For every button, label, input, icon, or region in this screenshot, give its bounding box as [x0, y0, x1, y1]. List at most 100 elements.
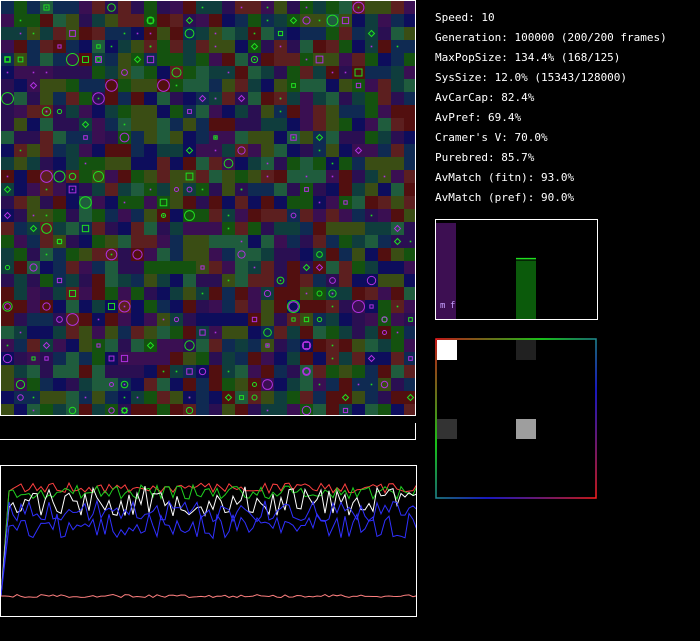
grid-cell [183, 352, 196, 365]
grid-cell [365, 404, 378, 415]
grid-cell [248, 222, 261, 235]
grid-cell [378, 378, 391, 391]
grid-cell [131, 157, 144, 170]
grid-cell [261, 235, 274, 248]
grid-cell [326, 118, 339, 131]
grid-cell [235, 365, 248, 378]
grid-cell [261, 27, 274, 40]
grid-cell [131, 378, 144, 391]
grid-cell [274, 235, 287, 248]
world-grid-canvas[interactable] [1, 1, 416, 416]
grid-cell [105, 222, 118, 235]
grid-cell [40, 53, 53, 66]
grid-cell [144, 131, 157, 144]
agent-dot [266, 162, 269, 165]
grid-cell [378, 53, 391, 66]
grid-cell [274, 365, 287, 378]
grid-cell [66, 92, 79, 105]
grid-cell [40, 313, 53, 326]
grid-cell [300, 326, 313, 339]
grid-cell [326, 79, 339, 92]
agent-dot [84, 396, 87, 399]
world-grid[interactable] [0, 0, 416, 416]
grid-cell [222, 27, 235, 40]
grid-cell [170, 183, 183, 196]
grid-cell [235, 209, 248, 222]
grid-cell [391, 365, 404, 378]
grid-cell [183, 14, 196, 27]
grid-cell [79, 365, 92, 378]
grid-cell [79, 222, 92, 235]
grid-cell [14, 105, 27, 118]
agent-dot [279, 97, 282, 100]
grid-cell [378, 105, 391, 118]
grid-cell [170, 144, 183, 157]
grid-cell [339, 404, 352, 415]
agent-square [82, 56, 89, 63]
agent-diamond [185, 146, 194, 155]
grid-cell [352, 131, 365, 144]
grid-cell [313, 209, 326, 222]
grid-cell [365, 131, 378, 144]
grid-cell [378, 1, 391, 14]
grid-cell [66, 14, 79, 27]
grid-cell [326, 404, 339, 415]
grid-cell [378, 183, 391, 196]
agent-circle [276, 276, 285, 285]
histogram-bar [436, 222, 456, 319]
grid-cell [300, 313, 313, 326]
agent-diamond [315, 133, 324, 142]
grid-cell [313, 92, 326, 105]
grid-cell [404, 274, 415, 287]
grid-cell [326, 53, 339, 66]
agent-circle [17, 394, 24, 401]
agent-diamond [406, 393, 415, 402]
grid-cell [170, 313, 183, 326]
grid-cell [14, 222, 27, 235]
agent-square [96, 57, 101, 62]
grid-cell [170, 300, 183, 313]
agent-circle [4, 303, 11, 310]
grid-cell [157, 27, 170, 40]
grid-cell [40, 170, 53, 183]
grid-cell [313, 183, 326, 196]
grid-cell [53, 378, 66, 391]
agent-diamond [146, 341, 155, 350]
grid-cell [92, 274, 105, 287]
grid-cell [131, 352, 144, 365]
grid-cell [352, 326, 365, 339]
grid-cell [66, 404, 79, 415]
grid-cell [105, 144, 118, 157]
grid-cell [248, 157, 261, 170]
grid-cell [157, 92, 170, 105]
matrix-cell [516, 340, 536, 360]
grid-cell [53, 196, 66, 209]
grid-cell [144, 222, 157, 235]
grid-cell [27, 196, 40, 209]
grid-cell [92, 326, 105, 339]
grid-cell [352, 339, 365, 352]
grid-cell [170, 53, 183, 66]
grid-cell [339, 157, 352, 170]
agent-circle [237, 250, 246, 259]
grid-cell [105, 287, 118, 300]
grid-cell [92, 118, 105, 131]
grid-cell [235, 131, 248, 144]
grid-cell [235, 105, 248, 118]
grid-cell [118, 1, 131, 14]
agent-square [31, 356, 36, 361]
grid-cell [53, 404, 66, 415]
grid-cell [92, 183, 105, 196]
agent-square [146, 55, 155, 64]
grid-cell [53, 365, 66, 378]
grid-cell [170, 157, 183, 170]
grid-cell [222, 404, 235, 415]
grid-cell [287, 261, 300, 274]
grid-cell [157, 118, 170, 131]
grid-cell [287, 79, 300, 92]
agent-square [355, 82, 362, 89]
grid-cell [27, 248, 40, 261]
grid-cell [365, 300, 378, 313]
grid-cell [40, 144, 53, 157]
grid-cell [222, 14, 235, 27]
